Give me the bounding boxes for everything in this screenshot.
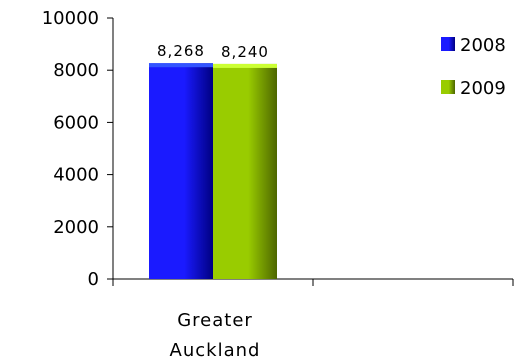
y-axis: 0 2000 4000 6000 8000 10000 [42,8,114,290]
x-axis: Greater Auckland [112,278,514,361]
legend: 2008 2009 [441,35,506,99]
legend-label-2008: 2008 [460,35,506,56]
bar-2008 [149,63,213,279]
data-labels: 8,268 8,240 [157,42,269,61]
y-tick-label: 6000 [53,112,99,133]
y-tick-label: 2000 [53,217,99,238]
data-label-2008: 8,268 [157,42,205,60]
y-tick-label: 4000 [53,165,99,186]
bar-top-2009 [213,63,277,68]
bar-2009 [213,63,277,279]
x-category-label: Auckland [170,340,261,361]
legend-swatch-2009 [441,80,455,94]
data-label-2009: 8,240 [221,43,269,61]
x-category-label: Greater [177,310,253,331]
y-tick-label: 0 [88,269,99,290]
y-tick-label: 10000 [42,8,99,29]
legend-swatch-2008 [441,37,455,51]
bar-top-2008 [149,63,213,68]
bars [149,63,277,279]
legend-label-2009: 2009 [460,78,506,99]
y-tick-label: 8000 [53,60,99,81]
